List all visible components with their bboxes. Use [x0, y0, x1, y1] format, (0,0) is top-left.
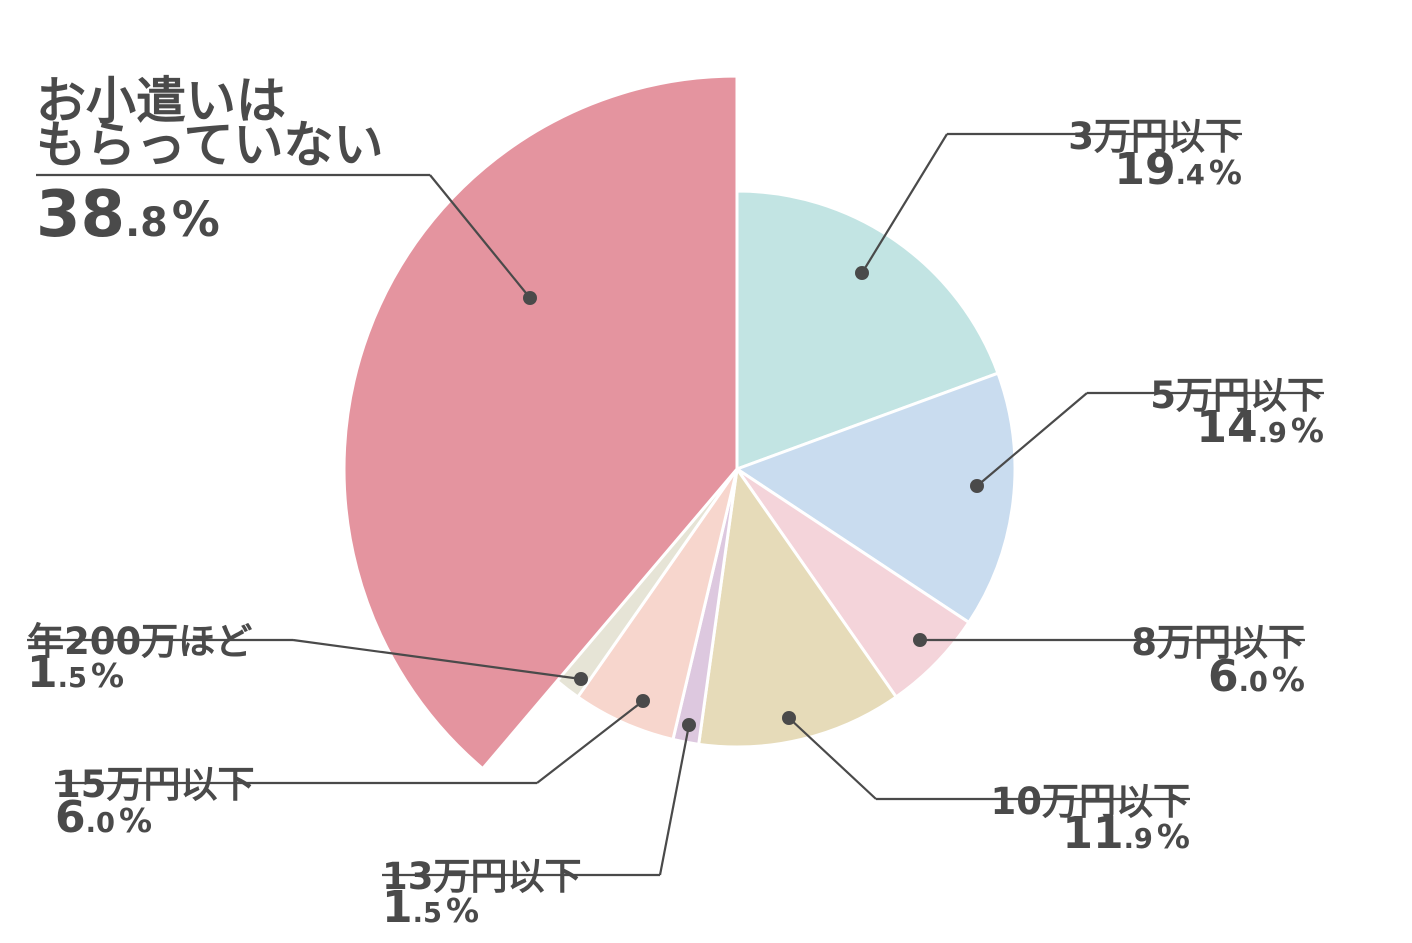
value-label: 19.4% — [1114, 144, 1242, 195]
value-label: 38.8% — [36, 178, 220, 252]
value-unit: % — [1209, 153, 1242, 192]
value-decimal: .8 — [125, 200, 168, 246]
value-unit: % — [172, 192, 220, 248]
value-label: 6.0% — [55, 792, 152, 843]
label-line: 年200万ほど — [27, 620, 252, 663]
value-unit: % — [91, 656, 124, 695]
value-integer: 1 — [27, 647, 58, 698]
leader-dot — [636, 694, 650, 708]
leader-dot — [855, 266, 869, 280]
value-decimal: .9 — [1258, 418, 1287, 449]
value-integer: 14 — [1196, 402, 1257, 453]
leader-dot — [970, 479, 984, 493]
leader-line — [658, 724, 691, 876]
leader-dot — [682, 718, 696, 732]
value-unit: % — [446, 891, 479, 930]
value-decimal: .4 — [1176, 160, 1205, 191]
value-decimal: .0 — [86, 808, 115, 839]
leader-dot — [574, 672, 588, 686]
value-integer: 19 — [1114, 144, 1175, 195]
pie-slice-1 — [735, 189, 1000, 471]
label-line: お小遣いは — [36, 72, 286, 130]
value-integer: 38 — [36, 178, 125, 252]
leader-dot — [913, 633, 927, 647]
value-integer: 6 — [1208, 651, 1239, 702]
label-line: 3万円以下 — [1068, 115, 1242, 158]
value-unit: % — [1291, 411, 1324, 450]
label-line: 5万円以下 — [1150, 374, 1324, 417]
value-label: 1.5% — [382, 882, 479, 933]
leader-dot — [782, 711, 796, 725]
leader-dot — [523, 291, 537, 305]
value-label: 1.5% — [27, 647, 124, 698]
leader-line — [429, 174, 531, 299]
value-integer: 1 — [382, 882, 413, 933]
value-decimal: .0 — [1239, 667, 1268, 698]
pie-slice-4 — [697, 467, 898, 749]
leader-line — [536, 700, 644, 784]
value-decimal: .5 — [58, 663, 87, 694]
value-label: 11.9% — [1062, 808, 1190, 859]
value-label: 14.9% — [1196, 402, 1324, 453]
label-line: もらっていない — [36, 116, 384, 174]
value-unit: % — [1272, 660, 1305, 699]
value-unit: % — [119, 801, 152, 840]
leader-line — [976, 392, 1088, 487]
value-decimal: .5 — [413, 898, 442, 929]
value-decimal: .9 — [1124, 824, 1153, 855]
leader-line — [292, 638, 582, 681]
label-line: 15万円以下 — [55, 763, 255, 806]
label-line: 13万円以下 — [382, 855, 582, 898]
label-line: 10万円以下 — [991, 780, 1191, 823]
slices — [342, 74, 1017, 771]
leader-line — [788, 717, 877, 800]
value-unit: % — [1157, 817, 1190, 856]
pie-slice-0 — [342, 74, 739, 771]
leader-line — [861, 133, 948, 274]
value-integer: 11 — [1062, 808, 1123, 859]
value-integer: 6 — [55, 792, 86, 843]
pie-slice-2 — [735, 371, 1017, 624]
value-label: 6.0% — [1208, 651, 1305, 702]
label-line: 8万円以下 — [1131, 621, 1305, 664]
